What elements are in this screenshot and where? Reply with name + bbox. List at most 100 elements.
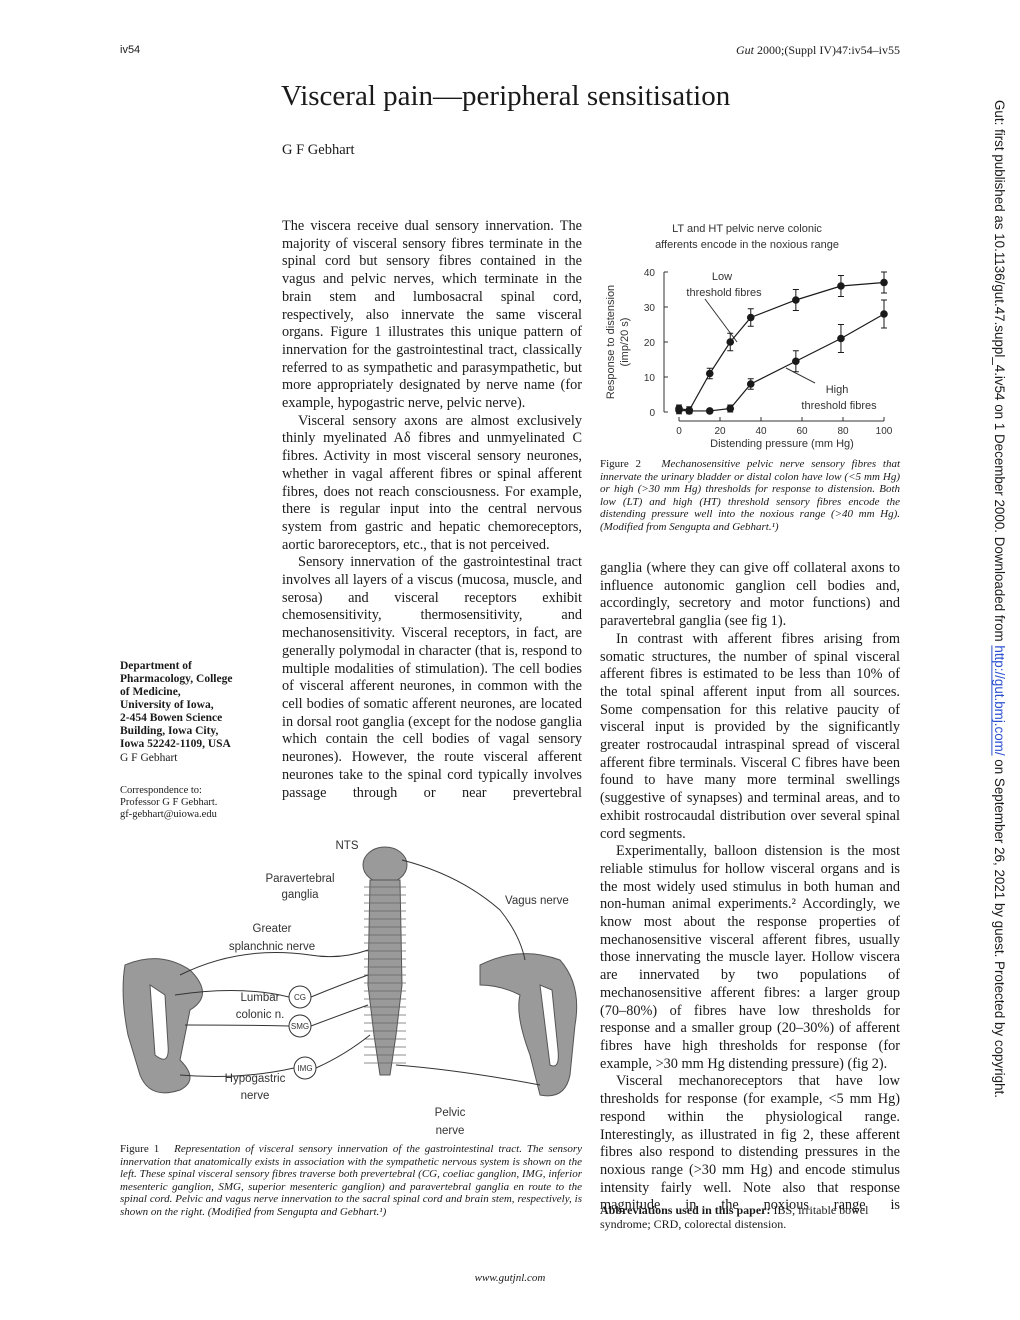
margin-text: Gut: first published as 10.1136/gut.47.s… xyxy=(992,100,1007,646)
column-1: The viscera receive dual sensory innerva… xyxy=(282,218,582,802)
annotation-pointer xyxy=(704,298,738,343)
paragraph: The viscera receive dual sensory innerva… xyxy=(282,218,582,412)
figure-2-caption: Figure 2 Mechanosensitive pelvic nerve s… xyxy=(600,458,900,534)
affiliation-line: 2-454 Bowen Science xyxy=(120,712,223,724)
chart-title: afferents encode in the noxious range xyxy=(655,239,839,251)
paragraph: In contrast with afferent fibres arising… xyxy=(600,630,900,842)
data-point xyxy=(746,313,755,322)
annotation: High xyxy=(826,384,849,396)
data-point xyxy=(792,357,800,366)
x-tick-label: 100 xyxy=(876,426,893,437)
label: NTS xyxy=(336,840,359,852)
brain-stem xyxy=(362,846,408,884)
figure-1-diagram: NTS Paravertebral ganglia Vagus nerve Gr… xyxy=(122,840,578,1137)
label: Hypogastric xyxy=(225,1073,286,1085)
y-tick-label: 40 xyxy=(644,268,656,279)
annotation-pointer xyxy=(785,367,816,384)
caption-label: Figure 1 xyxy=(120,1143,160,1155)
label: CG xyxy=(294,993,306,1002)
label: Paravertebral xyxy=(265,873,334,885)
annotation: threshold fibres xyxy=(801,400,877,412)
label: nerve xyxy=(436,1125,465,1137)
data-point xyxy=(792,296,800,304)
label: colonic n. xyxy=(236,1009,285,1021)
data-point xyxy=(837,282,845,290)
link[interactable]: http://gut.bmj.com/ xyxy=(992,645,1007,756)
x-axis-label: Distending pressure (mm Hg) xyxy=(710,438,854,450)
caption-text: Mechanosensitive pelvic nerve sensory fi… xyxy=(600,458,901,533)
x-tick-label: 40 xyxy=(755,426,767,437)
author: G F Gebhart xyxy=(282,142,355,158)
affiliation-line: Department of xyxy=(120,660,192,672)
label: Greater xyxy=(253,923,292,935)
ganglion xyxy=(293,1056,317,1080)
ganglion xyxy=(288,1014,312,1038)
journal: Gut xyxy=(736,43,754,57)
data-point xyxy=(746,380,755,388)
series-line xyxy=(678,313,885,412)
left-colon xyxy=(122,958,203,1094)
data-point xyxy=(705,407,714,415)
y-tick-label: 0 xyxy=(649,408,655,419)
margin-note: Gut: first published as 10.1136/gut.47.s… xyxy=(992,100,1007,1098)
affiliation-line: Building, Iowa City, xyxy=(120,725,219,737)
citation-text: 2000;(Suppl IV)47:iv54–iv55 xyxy=(757,43,900,57)
label: Vagus nerve xyxy=(505,895,569,907)
nerve xyxy=(179,949,369,976)
paragraph: Sensory innervation of the gastrointesti… xyxy=(282,554,582,801)
y-axis-label: (imp/20 s) xyxy=(619,318,631,367)
y-tick-label: 10 xyxy=(644,373,656,384)
label: IMG xyxy=(297,1064,312,1073)
label: nerve xyxy=(241,1090,270,1102)
affiliation-line: Pharmacology, College xyxy=(120,673,233,685)
data-point xyxy=(685,407,694,415)
paragraph: Visceral mechanoreceptors that have low … xyxy=(600,1073,900,1214)
column-2: ganglia (where they can give off collate… xyxy=(600,560,900,1215)
caption-text: Representation of visceral sensory inner… xyxy=(120,1143,583,1218)
chart-title: LT and HT pelvic nerve colonic xyxy=(672,223,822,235)
data-point xyxy=(705,369,714,378)
abbreviations: Abbreviations used in this paper: IBS, i… xyxy=(600,1203,900,1231)
label: SMG xyxy=(291,1022,309,1031)
abbreviations-label: Abbreviations used in this paper: xyxy=(600,1203,771,1217)
x-tick-label: 0 xyxy=(676,426,682,437)
y-tick-label: 30 xyxy=(644,303,656,314)
pelvic-nerve xyxy=(395,1064,541,1086)
nerve xyxy=(174,974,369,998)
data-point xyxy=(880,278,888,287)
affiliation: Department of Pharmacology, College of Med… xyxy=(120,660,270,751)
paragraph: Visceral sensory axons are almost exclus… xyxy=(282,412,582,553)
x-tick-label: 20 xyxy=(714,426,726,437)
y-tick-label: 20 xyxy=(644,338,656,349)
label: ganglia xyxy=(281,889,319,901)
annotation: Low xyxy=(712,271,732,283)
affiliation-line: University of Iowa, xyxy=(120,699,214,711)
footer: www.gutjnl.com xyxy=(474,1272,546,1284)
spinal-cord xyxy=(367,879,403,1076)
annotation: threshold fibres xyxy=(686,287,762,299)
data-point xyxy=(675,406,683,415)
figure-1-caption: Figure 1 Representation of visceral sens… xyxy=(120,1143,582,1219)
data-point xyxy=(880,310,888,318)
page-number: iv54 xyxy=(120,44,141,56)
x-tick-label: 80 xyxy=(837,426,849,437)
margin-text: on September 26, 2021 by guest. Protecte… xyxy=(992,755,1007,1098)
data-point xyxy=(837,334,845,343)
vagus-nerve xyxy=(401,859,526,961)
series-line xyxy=(678,281,885,411)
affiliation-author: G F Gebhart xyxy=(120,752,178,764)
data-point xyxy=(726,338,735,346)
caption-label: Figure 2 xyxy=(600,458,641,470)
ganglion xyxy=(288,985,312,1009)
label: Pelvic xyxy=(435,1107,466,1119)
correspondence-label: Correspondence to: xyxy=(120,785,202,796)
affiliation-line: of Medicine, xyxy=(120,686,181,698)
figure-2-chart: LT and HT pelvic nerve colonic afferents … xyxy=(605,223,893,450)
label: splanchnic nerve xyxy=(229,941,315,953)
data-point xyxy=(726,404,735,413)
label: Lumbar xyxy=(241,992,280,1004)
x-tick-label: 60 xyxy=(796,426,808,437)
paragraph: ganglia (where they can give off collate… xyxy=(600,560,900,630)
citation: Gut 2000;(Suppl IV)47:iv54–iv55 xyxy=(736,43,900,58)
